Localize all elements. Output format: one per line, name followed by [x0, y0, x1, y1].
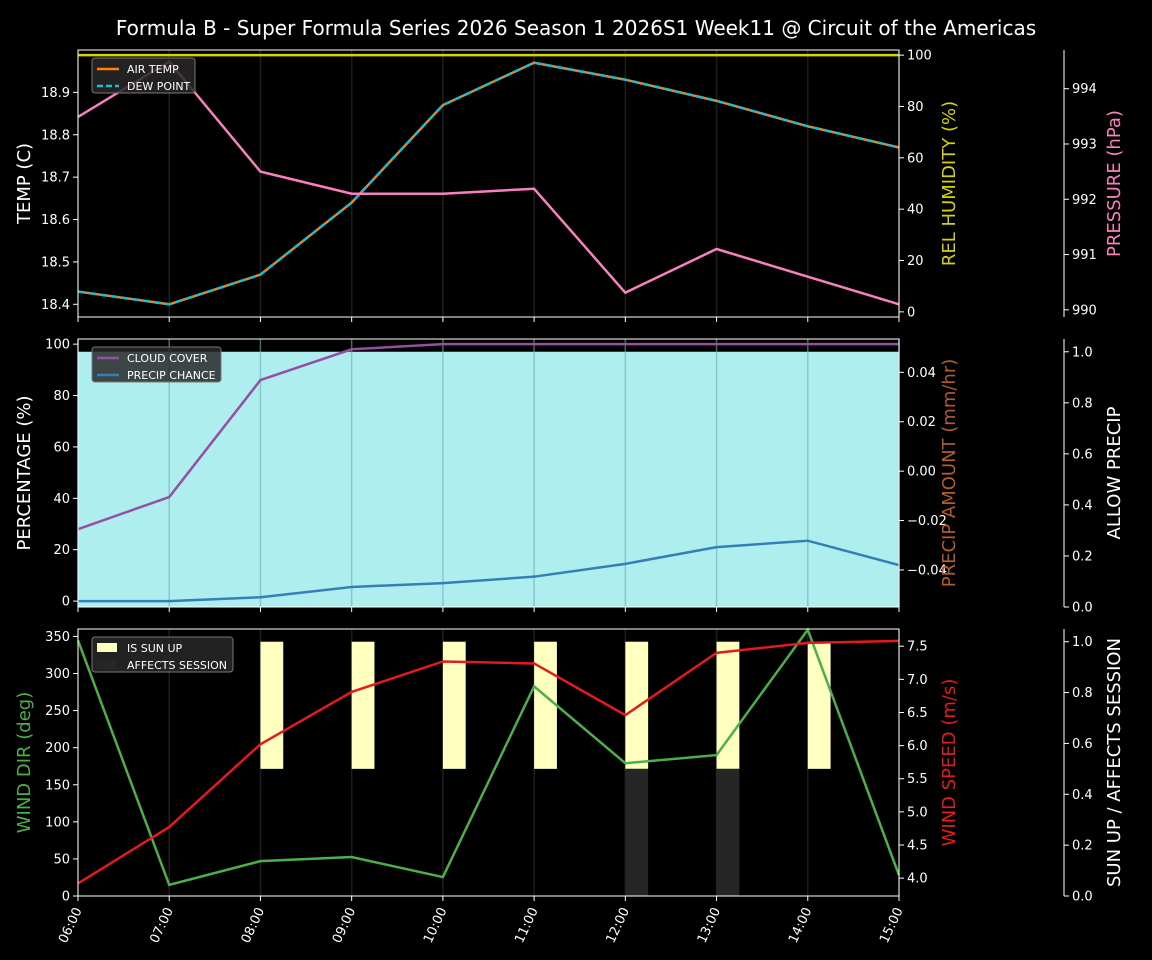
- y-tick-label: 0.8: [1072, 396, 1093, 411]
- y-tick-label: 150: [45, 778, 70, 793]
- legend-label: CLOUD COVER: [127, 352, 208, 365]
- dew-point-line: [77, 61, 900, 306]
- y-tick-label: 0.8: [1072, 686, 1093, 701]
- y-tick-label: 0.00: [907, 465, 936, 480]
- y-tick-label: 0.04: [907, 366, 936, 381]
- allow-precip-area: [78, 351, 899, 607]
- y-tick-label: 50: [53, 852, 70, 867]
- y-tick-label: 250: [45, 704, 70, 719]
- y-tick-label: 991: [1072, 248, 1097, 263]
- sun-up-bar: [716, 641, 740, 769]
- y-tick-label: 18.5: [41, 255, 70, 270]
- y-tick-label: 20: [53, 543, 70, 558]
- y-tick-label: 20: [907, 254, 924, 269]
- legend-label: PRECIP CHANCE: [127, 369, 216, 382]
- cloud-cover-line: [77, 342, 899, 531]
- legend: [91, 346, 222, 383]
- y3-axis-label: SUN UP / AFFECTS SESSION: [1104, 638, 1125, 887]
- y-axis-label: WIND DIR (deg): [14, 692, 35, 834]
- wind_dir-line: [76, 627, 901, 887]
- y-tick-label: 993: [1072, 137, 1097, 152]
- y-tick-label: 18.9: [41, 86, 70, 101]
- y-tick-label: 0.4: [1072, 498, 1093, 513]
- precip-chance-line: [78, 539, 900, 603]
- chart-title: Formula B - Super Formula Series 2026 Se…: [116, 16, 1036, 40]
- y-tick-label: 7.5: [907, 640, 928, 655]
- y-tick-label: 80: [53, 389, 70, 404]
- y-tick-label: 6.0: [907, 739, 928, 754]
- y-tick-label: 100: [45, 338, 70, 353]
- affects-session-bar: [625, 768, 649, 896]
- y-tick-label: 990: [1072, 303, 1097, 318]
- y-tick-label: 200: [45, 741, 70, 756]
- y-tick-label: 0: [907, 305, 915, 320]
- y-tick-label: 0.02: [907, 415, 936, 430]
- y-tick-label: 80: [907, 100, 924, 115]
- y-tick-label: 18.4: [41, 298, 70, 313]
- legend-label: DEW POINT: [127, 80, 191, 93]
- y-tick-label: 18.7: [41, 171, 70, 186]
- y-tick-label: 4.0: [907, 872, 928, 887]
- y-tick-label: 350: [45, 630, 70, 645]
- y-tick-label: 300: [45, 667, 70, 682]
- y2-axis-label: REL HUMIDITY (%): [939, 101, 960, 266]
- plot-frame: [77, 628, 900, 897]
- y3-axis-label: PRESSURE (hPa): [1104, 110, 1125, 257]
- y-tick-label: 0.2: [1072, 549, 1093, 564]
- legend: [91, 57, 196, 94]
- y-tick-label: 40: [53, 492, 70, 507]
- affects-session-bar: [716, 768, 740, 896]
- y-tick-label: 18.6: [41, 213, 70, 228]
- sun-up-bar: [260, 641, 284, 769]
- y-tick-label: 5.0: [907, 805, 928, 820]
- y3-axis-label: ALLOW PRECIP: [1104, 406, 1125, 539]
- plot-frame: [77, 49, 900, 318]
- y2-axis-label: PRECIP AMOUNT (mm/hr): [939, 359, 960, 588]
- sun-up-bar: [442, 641, 466, 769]
- y-tick-label: 60: [907, 151, 924, 166]
- legend-label: IS SUN UP: [127, 642, 183, 655]
- sun-up-bar: [534, 641, 557, 769]
- y-tick-label: 7.0: [907, 673, 928, 688]
- y-tick-label: 0.6: [1072, 447, 1093, 462]
- y2-axis-label: WIND SPEED (m/s): [939, 679, 960, 847]
- y-tick-label: −0.02: [907, 514, 947, 529]
- legend-label: AIR TEMP: [127, 63, 179, 76]
- plot-frame: [77, 338, 900, 608]
- y-tick-label: 0.0: [1072, 890, 1093, 905]
- sun-up-bar: [625, 641, 649, 769]
- y-tick-label: 1.0: [1072, 635, 1093, 650]
- y-tick-label: −0.04: [907, 563, 947, 578]
- pressure-line: [77, 59, 900, 306]
- y-tick-label: 40: [907, 203, 924, 218]
- y-tick-label: 0.0: [1072, 601, 1093, 616]
- y-tick-label: 1.0: [1072, 345, 1093, 360]
- y-axis-label: TEMP (C): [14, 143, 35, 225]
- y-tick-label: 0: [62, 595, 70, 610]
- y-tick-label: 60: [53, 440, 70, 455]
- y-axis-label: PERCENTAGE (%): [14, 395, 35, 550]
- y-tick-label: 6.5: [907, 706, 928, 721]
- legend-swatch: [97, 660, 117, 669]
- legend-swatch: [97, 643, 117, 652]
- sun-up-bar: [351, 641, 375, 769]
- y-tick-label: 100: [907, 49, 932, 64]
- y-tick-label: 0: [62, 890, 70, 905]
- legend: [91, 636, 234, 673]
- y-tick-label: 0.2: [1072, 839, 1093, 854]
- y-tick-label: 994: [1072, 82, 1097, 97]
- y-tick-label: 5.5: [907, 772, 928, 787]
- y-tick-label: 0.4: [1072, 788, 1093, 803]
- y-tick-label: 18.8: [41, 128, 70, 143]
- y-tick-label: 0.6: [1072, 737, 1093, 752]
- y-tick-label: 4.5: [907, 838, 928, 853]
- y-tick-label: 100: [45, 815, 70, 830]
- legend-label: AFFECTS SESSION: [127, 659, 227, 672]
- y-tick-label: 992: [1072, 193, 1097, 208]
- wind_speed-line: [77, 639, 900, 885]
